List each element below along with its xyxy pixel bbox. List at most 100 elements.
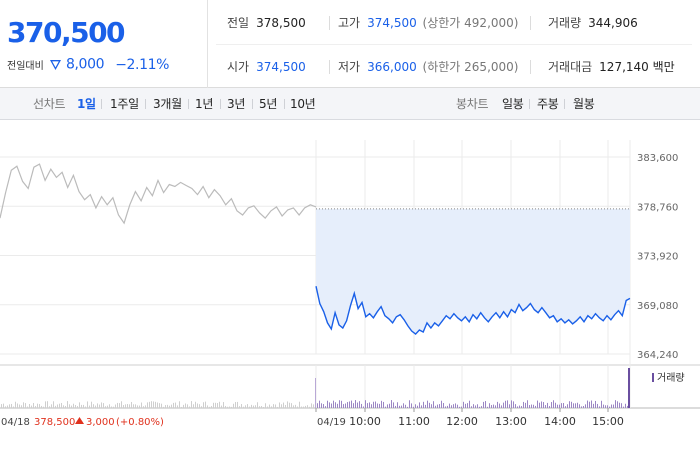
volume-bar	[141, 402, 142, 408]
volume-bar	[271, 406, 272, 408]
volume-bar	[483, 401, 484, 408]
stat-low: 저가 366,000 (하한가 265,000)	[338, 60, 519, 74]
volume-bar	[403, 403, 404, 408]
volume-bar	[429, 402, 430, 408]
volume-bar	[467, 403, 468, 408]
volume-bar	[109, 404, 110, 408]
volume-bar	[69, 404, 70, 408]
volume-bar	[489, 403, 490, 408]
period-3y[interactable]: 3년	[227, 97, 246, 111]
volume-bar	[183, 404, 184, 408]
volume-bar	[563, 403, 564, 408]
volume-bar	[93, 404, 94, 408]
volume-bar	[235, 402, 236, 408]
prev-day-price-line	[0, 163, 317, 225]
volume-bar	[615, 400, 616, 408]
x-time-label: 12:00	[446, 415, 478, 428]
volume-bar	[233, 403, 234, 408]
stat-volume: 거래량 344,906	[548, 16, 638, 30]
volume-bar	[49, 406, 50, 408]
volume-bar	[507, 400, 508, 408]
volume-bar	[137, 405, 138, 408]
divider	[329, 16, 330, 30]
volume-bar	[455, 403, 456, 408]
y-tick-label: 364,240	[637, 350, 678, 361]
volume-bar	[591, 400, 592, 408]
volume-bar	[567, 404, 568, 408]
period-1w[interactable]: 1주일	[110, 97, 139, 111]
volume-bar	[505, 400, 506, 408]
volume-bar	[317, 403, 318, 408]
volume-bar	[153, 401, 154, 408]
volume-bar	[627, 405, 628, 408]
volume-bar	[79, 402, 80, 408]
period-1d[interactable]: 1일	[77, 97, 96, 111]
period-5y[interactable]: 5년	[259, 97, 278, 111]
x-axis-labels: 04/19 10:00 11:00 12:00 13:00 14:00 15:00	[317, 415, 624, 428]
volume-bar	[81, 404, 82, 408]
volume-bar	[47, 401, 48, 408]
volume-bar	[207, 405, 208, 408]
volume-bar	[451, 405, 452, 408]
volume-bar	[533, 404, 534, 408]
volume-bar	[3, 403, 4, 408]
stat-prev-close: 전일 378,500	[227, 16, 306, 30]
volume-bar	[285, 404, 286, 408]
volume-bar	[21, 405, 22, 408]
volume-bar	[383, 401, 384, 408]
volume-bar	[583, 406, 584, 408]
candle-weekly[interactable]: 주봉	[537, 97, 559, 111]
volume-bar	[33, 402, 34, 408]
volume-bar	[387, 404, 388, 408]
volume-bar	[149, 401, 150, 408]
volume-bar	[607, 405, 608, 408]
volume-bar	[595, 400, 596, 408]
volume-bar	[215, 402, 216, 408]
volume-bar	[11, 403, 12, 408]
volume-bar	[347, 402, 348, 408]
candle-daily[interactable]: 일봉	[502, 97, 524, 111]
volume-bar	[417, 405, 418, 408]
volume-bar	[419, 402, 420, 408]
volume-bar	[173, 402, 174, 408]
prev-day-change: 3,000	[86, 417, 115, 428]
divider	[564, 99, 565, 109]
period-1y[interactable]: 1년	[195, 97, 214, 111]
candle-monthly[interactable]: 월봉	[573, 97, 595, 111]
volume-bar	[441, 400, 442, 408]
stat-open: 시가 374,500	[227, 60, 306, 74]
volume-bar	[267, 406, 268, 408]
volume-bar	[39, 404, 40, 408]
volume-bar	[197, 403, 198, 408]
volume-bar	[477, 404, 478, 408]
volume-bar	[609, 406, 610, 408]
volume-bar	[105, 406, 106, 408]
volume-bar	[391, 400, 392, 408]
volume-bar	[461, 406, 462, 408]
period-3m[interactable]: 3개월	[153, 97, 182, 111]
volume-bar	[519, 405, 520, 408]
volume-bar	[337, 403, 338, 408]
volume-bar	[259, 406, 260, 408]
volume-bar	[549, 406, 550, 408]
volume-bar	[323, 404, 324, 408]
stat-high: 고가 374,500 (상한가 492,000)	[338, 16, 519, 30]
volume-bar	[321, 403, 322, 408]
volume-bar	[265, 403, 266, 408]
volume-bar	[309, 406, 310, 408]
volume-bar	[221, 405, 222, 408]
volume-bar	[385, 406, 386, 408]
x-time-label: 15:00	[592, 415, 624, 428]
volume-bar	[553, 400, 554, 408]
volume-bar	[75, 405, 76, 408]
volume-bar	[469, 400, 470, 408]
volume-bar	[213, 402, 214, 408]
volume-bar	[185, 403, 186, 408]
volume-bar	[167, 404, 168, 408]
period-10y[interactable]: 10년	[290, 97, 316, 111]
volume-bar	[311, 403, 312, 408]
volume-bar	[187, 404, 188, 408]
volume-bar	[431, 404, 432, 408]
volume-bar	[353, 403, 354, 408]
volume-bar	[249, 406, 250, 408]
